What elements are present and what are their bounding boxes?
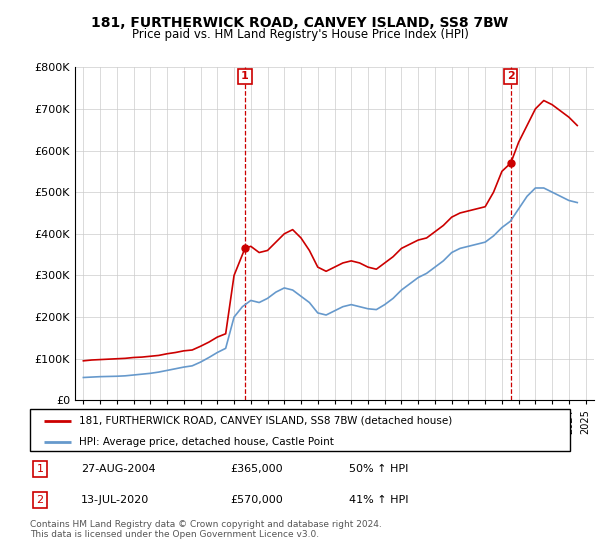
Text: HPI: Average price, detached house, Castle Point: HPI: Average price, detached house, Cast…	[79, 437, 334, 446]
Text: 1: 1	[241, 71, 249, 81]
Text: £365,000: £365,000	[230, 464, 283, 474]
Text: 50% ↑ HPI: 50% ↑ HPI	[349, 464, 408, 474]
Text: 181, FURTHERWICK ROAD, CANVEY ISLAND, SS8 7BW: 181, FURTHERWICK ROAD, CANVEY ISLAND, SS…	[91, 16, 509, 30]
Text: 41% ↑ HPI: 41% ↑ HPI	[349, 495, 408, 505]
Text: £570,000: £570,000	[230, 495, 283, 505]
Text: Contains HM Land Registry data © Crown copyright and database right 2024.
This d: Contains HM Land Registry data © Crown c…	[30, 520, 382, 539]
Text: 2: 2	[507, 71, 515, 81]
Text: 27-AUG-2004: 27-AUG-2004	[82, 464, 156, 474]
Text: 2: 2	[37, 495, 44, 505]
Text: 13-JUL-2020: 13-JUL-2020	[82, 495, 149, 505]
Text: 181, FURTHERWICK ROAD, CANVEY ISLAND, SS8 7BW (detached house): 181, FURTHERWICK ROAD, CANVEY ISLAND, SS…	[79, 416, 452, 426]
Text: Price paid vs. HM Land Registry's House Price Index (HPI): Price paid vs. HM Land Registry's House …	[131, 28, 469, 41]
Text: 1: 1	[37, 464, 43, 474]
